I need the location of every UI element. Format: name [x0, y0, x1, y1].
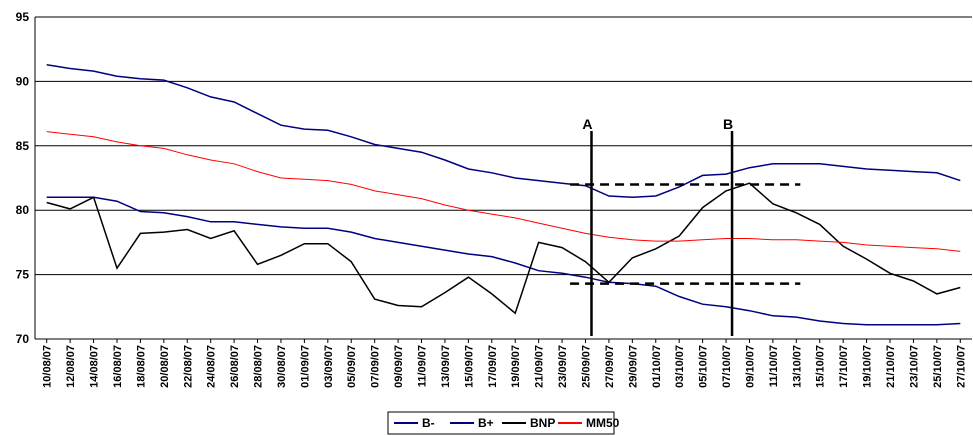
series-line-b-1: [46, 63, 961, 199]
y-tick-label: 75: [16, 268, 30, 282]
x-tick-label: 22/08/07: [182, 345, 194, 388]
x-tick-label: 11/09/07: [417, 345, 429, 387]
legend-label: BNP: [530, 416, 555, 430]
series-line-mm50-3: [46, 131, 961, 252]
x-tick-label: 11/10/07: [768, 345, 780, 387]
y-tick-label: 80: [16, 203, 30, 217]
y-tick-label: 85: [16, 139, 30, 153]
x-tick-label: 27/09/07: [604, 345, 616, 388]
x-tick-labels: 10/08/07 12/08/07 14/08/07 16/08/07 18/08/07…: [42, 339, 967, 388]
x-tick-label: 25/09/07: [580, 345, 592, 388]
x-tick-label: 09/10/07: [744, 345, 756, 388]
legend-label: B+: [478, 416, 494, 430]
legend: B- B+ BNP MM50: [387, 411, 620, 435]
x-tick-label: 15/09/07: [463, 345, 475, 388]
x-tick-label: 07/09/07: [370, 345, 382, 388]
x-tick-label: 18/08/07: [135, 345, 147, 388]
x-tick-label: 26/08/07: [229, 345, 241, 388]
x-tick-label: 10/08/07: [42, 345, 54, 388]
x-tick-label: 19/09/07: [510, 345, 522, 388]
x-tick-label: 01/10/07: [651, 345, 663, 388]
x-tick-label: 05/10/07: [698, 345, 710, 388]
x-tick-label: 12/08/07: [65, 345, 77, 388]
series-group: [46, 63, 961, 326]
x-tick-label: 20/08/07: [159, 345, 171, 388]
marker-label-b: B: [723, 116, 733, 132]
series-line-bnp-2: [46, 182, 961, 315]
x-tick-label: 15/10/07: [815, 345, 827, 388]
legend-label: B-: [422, 416, 435, 430]
x-tick-label: 19/10/07: [862, 345, 874, 388]
x-tick-label: 17/10/07: [838, 345, 850, 388]
legend-box: [387, 411, 615, 435]
x-tick-label: 09/09/07: [393, 345, 405, 388]
x-tick-label: 16/08/07: [112, 345, 124, 388]
x-tick-label: 24/08/07: [206, 345, 218, 388]
y-tick-label: 70: [16, 332, 30, 346]
marker-label-a: A: [582, 116, 592, 132]
legend-label: MM50: [586, 416, 620, 430]
x-tick-label: 23/09/07: [557, 345, 569, 388]
x-tick-label: 17/09/07: [487, 345, 499, 388]
x-tick-label: 23/10/07: [908, 345, 920, 388]
x-tick-label: 13/09/07: [440, 345, 452, 388]
plot-area: [35, 17, 972, 339]
y-tick-labels: 70 75 80 85 90 95: [16, 10, 30, 346]
x-tick-label: 21/09/07: [534, 345, 546, 388]
x-tick-label: 29/09/07: [627, 345, 639, 388]
x-tick-label: 03/09/07: [323, 345, 335, 388]
x-tick-label: 27/10/07: [955, 345, 967, 388]
x-tick-label: 30/08/07: [276, 345, 288, 388]
x-tick-label: 14/08/07: [89, 345, 101, 388]
x-tick-label: 21/10/07: [885, 345, 897, 388]
x-tick-label: 05/09/07: [346, 345, 358, 388]
x-tick-label: 13/10/07: [791, 345, 803, 388]
x-tick-label: 25/10/07: [932, 345, 944, 388]
x-tick-label: 28/08/07: [253, 345, 265, 388]
y-tick-label: 90: [16, 74, 30, 88]
x-tick-label: 07/10/07: [721, 345, 733, 388]
x-tick-label: 03/10/07: [674, 345, 686, 388]
y-tick-label: 95: [16, 10, 30, 24]
gridlines: [34, 16, 972, 340]
series-line-b-0: [46, 196, 961, 326]
x-tick-label: 01/09/07: [299, 345, 311, 388]
